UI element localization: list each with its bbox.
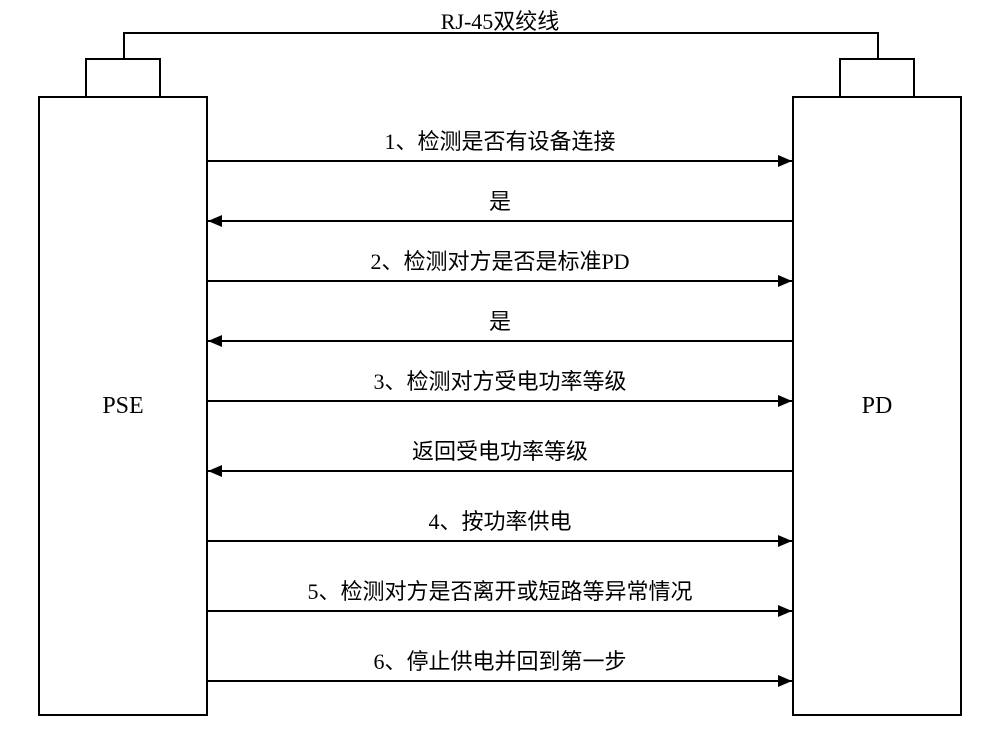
message-arrow-line: [208, 540, 792, 542]
pse-label: PSE: [102, 393, 143, 420]
pd-label: PD: [862, 393, 893, 420]
arrow-right-icon: [778, 535, 792, 547]
message-arrow-line: [208, 610, 792, 612]
arrow-right-icon: [778, 395, 792, 407]
cable-top-h: [123, 32, 879, 34]
arrow-right-icon: [778, 275, 792, 287]
message-label: 3、检测对方受电功率等级: [373, 364, 626, 398]
message-label: 是: [489, 184, 511, 218]
message-label: 1、检测是否有设备连接: [384, 124, 615, 158]
message-arrow-line: [208, 340, 792, 342]
message-label: 5、检测对方是否离开或短路等异常情况: [307, 574, 692, 608]
message-arrow-line: [208, 160, 792, 162]
arrow-right-icon: [778, 675, 792, 687]
message-arrow-line: [208, 470, 792, 472]
message-arrow-line: [208, 220, 792, 222]
message-label: 返回受电功率等级: [412, 434, 588, 468]
message-label: 6、停止供电并回到第一步: [373, 644, 626, 678]
cable-drop-left: [123, 32, 125, 58]
message-arrow-line: [208, 280, 792, 282]
arrow-right-icon: [778, 605, 792, 617]
message-arrow-line: [208, 400, 792, 402]
arrow-left-icon: [208, 465, 222, 477]
message-label: 4、按功率供电: [428, 504, 571, 538]
message-label: 2、检测对方是否是标准PD: [370, 244, 629, 278]
arrow-right-icon: [778, 155, 792, 167]
cable-drop-right: [877, 32, 879, 58]
diagram-canvas: RJ-45双绞线 PSE PD 1、检测是否有设备连接是2、检测对方是否是标准P…: [0, 0, 1000, 748]
pse-box: PSE: [38, 96, 208, 716]
pd-box: PD: [792, 96, 962, 716]
message-label: 是: [489, 304, 511, 338]
pse-connector: [85, 58, 161, 96]
arrow-left-icon: [208, 215, 222, 227]
message-arrow-line: [208, 680, 792, 682]
arrow-left-icon: [208, 335, 222, 347]
pd-connector: [839, 58, 915, 96]
